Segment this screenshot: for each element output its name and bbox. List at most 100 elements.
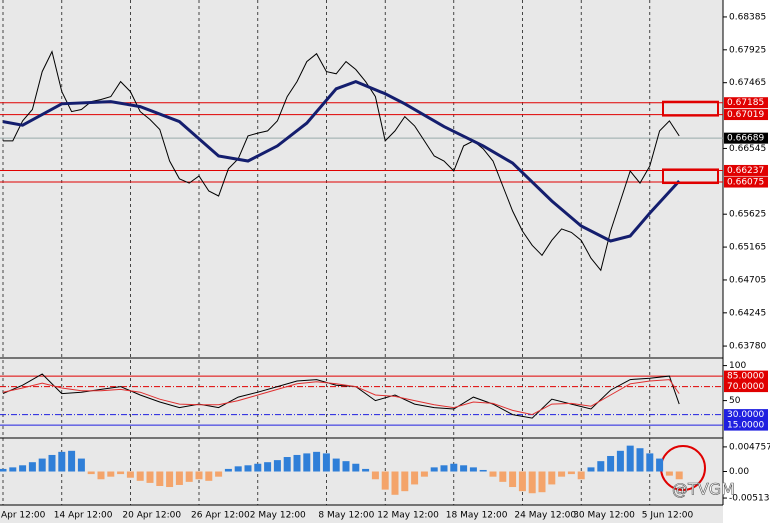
- y-tick-label: 0.67925: [729, 45, 766, 55]
- y-tick-label: 0.65625: [729, 210, 766, 220]
- histogram-bar: [616, 450, 624, 472]
- level-label-box: [724, 409, 768, 421]
- level-label: 85.0000: [727, 372, 764, 382]
- histogram-bar: [558, 471, 566, 477]
- histogram-bar: [489, 471, 497, 477]
- watermark: @TVGM: [672, 480, 735, 499]
- histogram-bar: [499, 471, 507, 482]
- histogram-bar: [597, 461, 605, 472]
- y-tick-label: 0.64245: [729, 308, 766, 318]
- level-label-box: [724, 381, 768, 393]
- histogram-bar: [469, 467, 477, 472]
- histogram-bar: [528, 471, 536, 494]
- series-line: [2, 373, 680, 419]
- histogram-bar: [58, 451, 66, 472]
- level-label: 0.66075: [727, 178, 764, 188]
- x-tick-label: 26 Apr 12:00: [191, 511, 250, 521]
- x-tick-label: 24 May 12:00: [514, 511, 576, 521]
- histogram-bar: [48, 454, 56, 472]
- level-label-box: [724, 370, 768, 382]
- histogram-bar: [509, 471, 517, 488]
- histogram-bar: [352, 463, 360, 472]
- x-tick-label: Apr 12:00: [1, 511, 46, 521]
- y-tick-label: 0.64705: [729, 275, 766, 285]
- histogram-bar: [440, 465, 448, 472]
- histogram-bar: [587, 467, 595, 472]
- series-line: [3, 50, 680, 272]
- histogram-bar: [136, 471, 144, 481]
- histogram-bar: [460, 465, 468, 472]
- level-label: 15.0000: [727, 421, 764, 431]
- histogram-bar: [244, 465, 252, 472]
- y-tick-label: 50: [729, 396, 741, 406]
- histogram-bar: [224, 468, 232, 472]
- y-tick-label: 0.68385: [729, 12, 766, 22]
- histogram-bar: [646, 453, 654, 472]
- series-line: [2, 79, 681, 243]
- y-tick-label: 0.63780: [729, 342, 766, 352]
- x-tick-label: 8 May 12:00: [318, 511, 374, 521]
- histogram-bar: [156, 471, 164, 486]
- histogram-bar: [68, 450, 76, 472]
- x-tick-label: 12 May 12:00: [377, 511, 439, 521]
- annotation-box: [662, 100, 719, 117]
- histogram-bar: [332, 458, 340, 472]
- histogram-bar: [567, 471, 575, 475]
- x-tick-label: 20 Apr 12:00: [122, 511, 181, 521]
- histogram-bar: [401, 471, 409, 492]
- y-tick-label: 0.67465: [729, 78, 766, 88]
- histogram-bar: [342, 461, 350, 472]
- histogram-bar: [234, 466, 242, 472]
- histogram-bar: [19, 465, 27, 472]
- histogram-bar: [430, 467, 438, 472]
- histogram-bar: [577, 471, 585, 480]
- histogram-bar: [303, 453, 311, 472]
- histogram-bar: [313, 451, 321, 472]
- series-line: [2, 379, 680, 416]
- level-label: 0.67185: [727, 98, 764, 108]
- histogram-bar: [264, 462, 272, 472]
- level-label-box: [724, 419, 768, 431]
- histogram-bar: [273, 460, 281, 472]
- level-label-box: [724, 132, 768, 144]
- level-label-box: [724, 176, 768, 188]
- x-tick-label: 2 May 12:00: [250, 511, 306, 521]
- histogram-bar: [548, 471, 556, 485]
- histogram-bar: [371, 471, 379, 480]
- histogram-bar: [146, 471, 154, 483]
- histogram-bar: [166, 471, 174, 488]
- level-label: 0.67019: [727, 110, 764, 120]
- histogram-bar: [107, 471, 115, 477]
- histogram-bar: [9, 467, 17, 472]
- y-tick-label: 100: [729, 361, 746, 371]
- histogram-bar: [420, 471, 428, 477]
- histogram-bar: [607, 455, 615, 472]
- histogram-bar: [254, 463, 262, 472]
- level-label: 0.66237: [727, 166, 764, 176]
- x-tick-label: 30 May 12:00: [573, 511, 635, 521]
- histogram-bar: [38, 458, 46, 472]
- histogram-bar: [665, 471, 673, 476]
- histogram-bar: [205, 471, 213, 481]
- x-tick-label: 14 Apr 12:00: [54, 511, 113, 521]
- annotation-box: [662, 168, 719, 185]
- y-tick-label: -0.00513: [729, 494, 769, 504]
- histogram-bar: [362, 468, 370, 472]
- level-label: 70.0000: [727, 382, 764, 392]
- histogram-bar: [175, 471, 183, 485]
- histogram-bar: [381, 471, 389, 490]
- level-label-box: [724, 109, 768, 121]
- histogram-bar: [675, 471, 683, 480]
- histogram-bar: [479, 469, 487, 472]
- x-tick-label: 18 May 12:00: [446, 511, 508, 521]
- level-label-box: [724, 97, 768, 109]
- histogram-bar: [0, 468, 7, 472]
- histogram-bar: [28, 462, 36, 472]
- histogram-bar: [322, 453, 330, 472]
- y-tick-label: 0.00: [729, 467, 749, 477]
- histogram-bar: [215, 471, 223, 477]
- histogram-bar: [656, 458, 664, 472]
- histogram-bar: [185, 471, 193, 482]
- histogram-bar: [538, 471, 546, 493]
- histogram-bar: [391, 471, 399, 495]
